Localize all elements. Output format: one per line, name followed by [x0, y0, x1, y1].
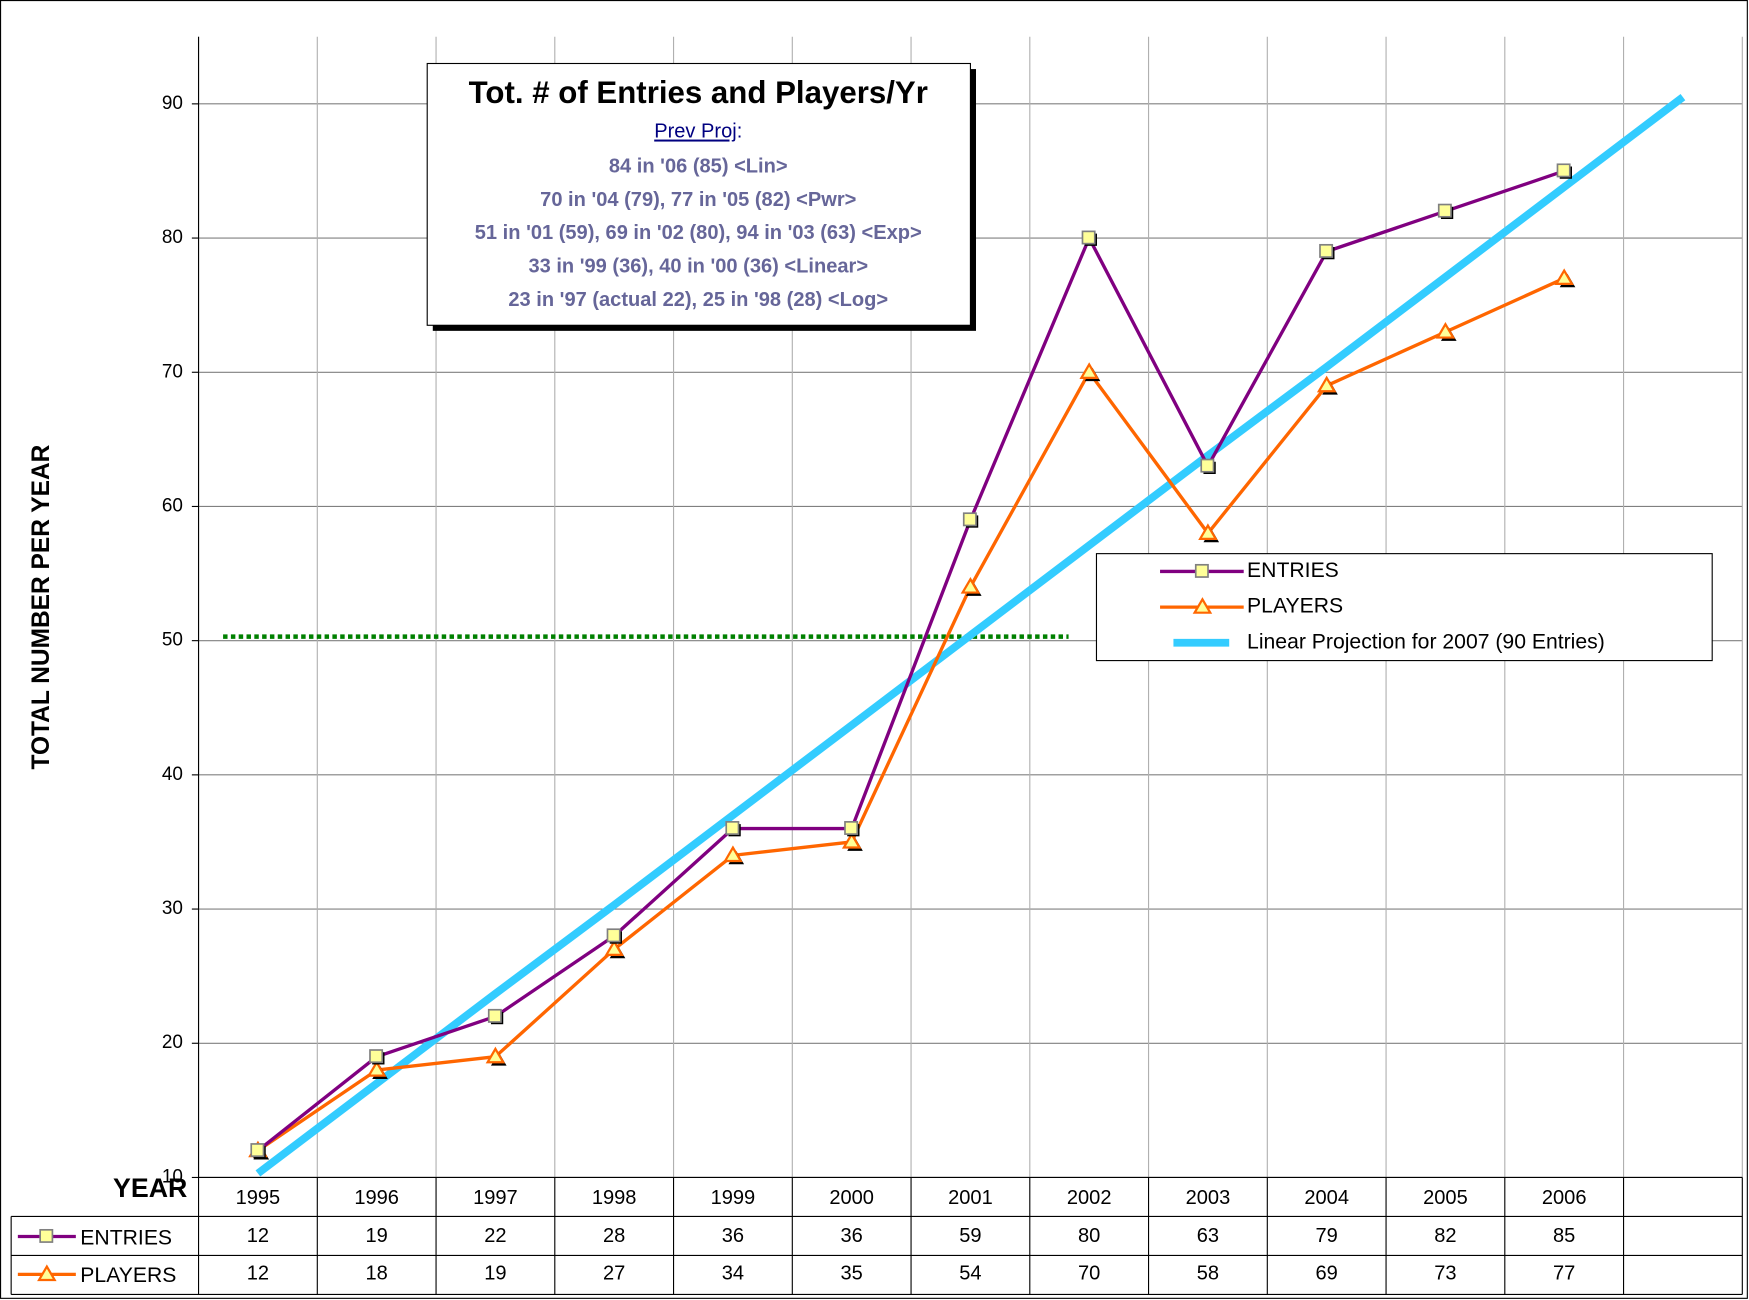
x-tick-label: 2004 [1304, 1187, 1349, 1209]
x-tick-label: 2005 [1423, 1187, 1468, 1209]
x-tick-label: 2006 [1542, 1187, 1587, 1209]
table-value: 63 [1197, 1225, 1219, 1247]
table-value: 27 [603, 1263, 625, 1285]
marker [1200, 458, 1215, 473]
table-row-label: ENTRIES [80, 1226, 172, 1249]
marker [606, 928, 621, 943]
table-value: 36 [722, 1225, 744, 1247]
marker [725, 821, 740, 835]
marker [1192, 597, 1213, 614]
note: 70 in '04 (79), 77 in '05 (82) <Pwr> [540, 189, 856, 211]
subtitle: Prev Proj: [654, 121, 742, 143]
x-tick-label: 1998 [592, 1187, 637, 1209]
marker [1194, 563, 1209, 578]
marker [485, 1046, 506, 1064]
title-box: Tot. # of Entries and Players/Yr Prev Pr… [426, 62, 977, 331]
table-value: 79 [1316, 1225, 1338, 1247]
table-value: 69 [1316, 1263, 1338, 1285]
series-line [256, 276, 1565, 1153]
subtitle-link[interactable]: Prev Proj [654, 121, 737, 143]
marker [1079, 362, 1099, 379]
y-tick-label: 40 [162, 764, 183, 785]
y-tick-label: 80 [162, 227, 183, 248]
x-tick-label: 1997 [473, 1187, 518, 1209]
table-value: 19 [484, 1263, 506, 1285]
plot [223, 94, 1686, 1177]
x-axis-label: YEAR [113, 1173, 187, 1203]
table-value: 22 [484, 1225, 506, 1247]
table-value: 12 [247, 1263, 269, 1285]
y-tick-label: 20 [162, 1032, 183, 1053]
marker [1081, 230, 1096, 245]
y-tick-label: 30 [162, 898, 183, 919]
marker [250, 1143, 265, 1158]
x-tick-label: 2003 [1186, 1187, 1231, 1209]
table-value: 28 [603, 1225, 625, 1247]
note: 51 in '01 (59), 69 in '02 (80), 94 in '0… [475, 222, 922, 244]
series-line [255, 94, 1686, 1177]
x-tick-label: 1999 [711, 1187, 756, 1209]
table-value: 19 [366, 1225, 388, 1247]
marker [369, 1049, 384, 1064]
table-value: 80 [1078, 1225, 1100, 1247]
table-value: 54 [959, 1263, 981, 1285]
legend-label: PLAYERS [1247, 595, 1343, 618]
note: 33 in '99 (36), 40 in '00 (36) <Linear> [528, 256, 868, 278]
marker [962, 512, 977, 527]
table-value: 59 [959, 1225, 981, 1247]
table-row-label: PLAYERS [80, 1264, 176, 1287]
title-box-frame [426, 62, 971, 326]
legend: ENTRIES PLAYERS Linear Projection for 2007… [1095, 553, 1713, 662]
table-value: 77 [1553, 1263, 1575, 1285]
marker [723, 845, 743, 863]
table-value: 12 [247, 1225, 269, 1247]
marker [366, 1060, 387, 1077]
marker [1319, 243, 1334, 258]
table-value: 73 [1434, 1263, 1456, 1285]
marker [1437, 203, 1452, 218]
marker [1554, 268, 1574, 286]
marker [1316, 375, 1337, 393]
legend-label: Linear Projection for 2007 (90 Entries) [1247, 630, 1605, 653]
table-value: 34 [722, 1263, 744, 1285]
marker [1198, 523, 1218, 540]
x-tick-label: 1995 [236, 1187, 281, 1209]
y-axis-label: TOTAL NUMBER PER YEAR [28, 444, 55, 769]
note: 84 in '06 (85) <Lin> [609, 155, 788, 177]
marker [37, 1264, 57, 1282]
marker [487, 1008, 502, 1023]
note: 23 in '97 (actual 22), 25 in '98 (28) <L… [508, 289, 888, 311]
x-tick-label: 1996 [354, 1187, 399, 1209]
subtitle-suffix: : [737, 121, 743, 143]
y-tick-label: 10 [162, 1166, 183, 1187]
y-tick-label: 90 [162, 93, 183, 114]
marker [39, 1228, 54, 1243]
table-value: 85 [1553, 1225, 1575, 1247]
marker [844, 821, 859, 835]
y-tick-label: 70 [162, 361, 183, 382]
marker [604, 939, 624, 957]
x-tick-label: 2000 [829, 1187, 874, 1209]
legend-label: ENTRIES [1247, 559, 1339, 582]
marker [1556, 163, 1571, 178]
x-tick-label: 2002 [1067, 1187, 1112, 1209]
chart-title: Tot. # of Entries and Players/Yr [469, 75, 928, 110]
y-tick-label: 50 [162, 630, 183, 651]
marker [960, 576, 981, 594]
table-value: 36 [841, 1225, 863, 1247]
marker [841, 831, 862, 849]
y-tick-label: 60 [162, 495, 183, 516]
marker [1435, 321, 1456, 339]
x-tick-label: 2001 [948, 1187, 993, 1209]
table-value: 18 [366, 1263, 388, 1285]
table-value: 35 [841, 1263, 863, 1285]
table-value: 82 [1434, 1225, 1456, 1247]
series-line [256, 169, 1565, 1152]
table-value: 70 [1078, 1263, 1100, 1285]
table-value: 58 [1197, 1263, 1219, 1285]
